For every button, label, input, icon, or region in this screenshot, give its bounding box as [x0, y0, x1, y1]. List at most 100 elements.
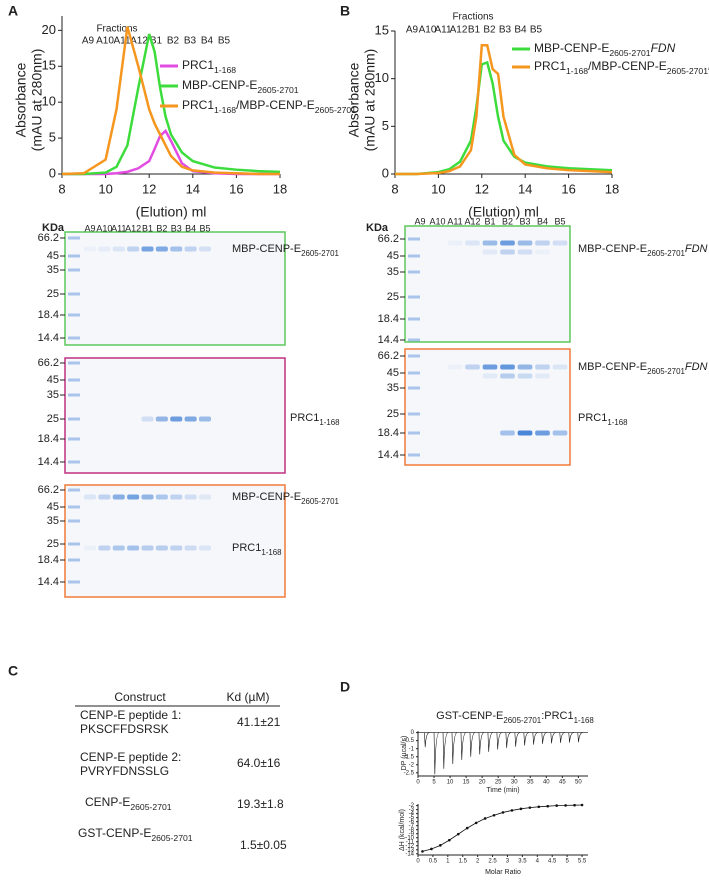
fraction-label: A12	[450, 25, 468, 36]
kd-value: 64.0±16	[237, 756, 281, 770]
band-annotation: MBP-CENP-E2605-2701	[232, 243, 339, 258]
protein-band	[198, 494, 212, 500]
protein-band	[500, 240, 515, 246]
gel-background	[65, 232, 285, 345]
data-point	[421, 850, 424, 853]
series-line	[395, 44, 613, 176]
x-tick-label: 35	[527, 780, 534, 786]
x-tick-label: 0.5	[429, 859, 438, 865]
data-point	[448, 838, 451, 842]
construct-name: PKSCFFDSRSK	[80, 722, 169, 736]
table-header: Kd (µM)	[227, 690, 270, 704]
data-point	[537, 805, 541, 809]
gel-border	[404, 225, 571, 343]
gel-border	[64, 484, 286, 598]
data-point	[430, 847, 433, 851]
injection-peak	[568, 732, 574, 743]
data-point	[580, 803, 584, 807]
injection-peak	[505, 732, 511, 748]
x-axis-label: Molar Ratio	[485, 869, 521, 876]
y-axis-label: DP (µcal/s)	[401, 736, 408, 771]
construct-name: CENP-E2605-2701	[85, 795, 172, 812]
lane-label: A10	[96, 223, 112, 233]
x-tick-label: 50	[575, 780, 582, 786]
protein-band	[141, 494, 154, 500]
kda-label: 25	[387, 291, 399, 303]
x-tick-label: 18	[273, 181, 287, 196]
protein-band	[482, 373, 498, 379]
panel-label: D	[340, 679, 350, 695]
protein-band	[141, 246, 154, 252]
x-tick-label: 3.5	[518, 859, 527, 865]
protein-band	[517, 373, 533, 379]
kda-label: 25	[387, 408, 399, 420]
legend-label-part: 1-168	[214, 65, 236, 75]
protein-band	[184, 246, 197, 252]
ladder-band	[68, 236, 80, 240]
ladder-band	[68, 558, 80, 562]
band-annotation-part: MBP-CENP-E	[578, 361, 647, 373]
legend-label-part: 1-168	[566, 66, 588, 76]
fraction-label: A10	[419, 25, 437, 36]
legend-label-part: PRC1	[182, 58, 214, 72]
ladder-band	[68, 268, 80, 272]
legend-label-part: 2605-2701	[315, 105, 356, 115]
protein-band	[112, 246, 125, 252]
lane-label: A11	[111, 223, 126, 233]
protein-band	[184, 416, 197, 422]
y-tick-label: -0.5	[404, 738, 415, 744]
protein-band	[198, 545, 212, 551]
protein-band	[127, 494, 140, 500]
kda-label: 14.4	[38, 456, 59, 468]
ladder-band	[68, 336, 80, 340]
ladder-band	[68, 361, 80, 365]
data-point	[510, 809, 514, 812]
fraction-label: A11	[113, 36, 130, 47]
ladder-band	[68, 542, 80, 546]
protein-band	[83, 494, 97, 500]
protein-band	[535, 364, 550, 370]
protein-band	[482, 249, 498, 255]
x-tick-label: 25	[495, 780, 502, 786]
y-tick-label: -13	[405, 847, 414, 853]
ladder-band	[408, 371, 420, 375]
protein-band	[83, 545, 97, 551]
protein-band	[535, 240, 550, 246]
protein-band	[447, 240, 463, 246]
construct-name-part: 2605-2701	[151, 833, 192, 843]
fractions-title: Fractions	[96, 24, 137, 35]
kda-label: 35	[47, 264, 59, 276]
kda-label: 45	[387, 250, 399, 262]
protein-band	[170, 494, 183, 500]
y-tick-label: -4	[409, 811, 415, 817]
legend-label-part: FDN	[651, 41, 676, 55]
kda-label: 25	[47, 413, 59, 425]
x-tick-label: 20	[479, 780, 486, 786]
ladder-band	[408, 386, 420, 390]
x-tick-label: 18	[605, 181, 619, 196]
fraction-label: B2	[167, 36, 180, 47]
lane-label: B4	[185, 223, 196, 233]
x-tick-label: 30	[511, 780, 518, 786]
injection-peak	[460, 732, 467, 760]
y-tick-label: -11	[406, 839, 415, 845]
protein-band	[141, 545, 154, 551]
x-tick-label: 10	[431, 181, 445, 196]
injection-peak	[514, 732, 520, 747]
gel-border	[404, 348, 571, 466]
y-tick-label: 0	[411, 730, 415, 736]
injection-peak	[523, 732, 529, 746]
band-annotation-part: PRC1	[232, 542, 261, 554]
band-annotation-part: 1-168	[607, 418, 628, 427]
y-tick-label: -14	[405, 851, 414, 857]
kda-label: 66.2	[378, 350, 399, 362]
legend-label-part: /MBP-CENP-E	[588, 59, 667, 73]
chart-title: GST-CENP-E2605-2701:PRC11-168	[436, 710, 594, 725]
kda-label: 18.4	[378, 427, 399, 439]
band-annotation-part: 2605-2701	[301, 249, 339, 258]
gel-background	[65, 358, 285, 473]
y-tick-label: -5	[409, 815, 415, 821]
construct-name: PVRYFDNSSLG	[80, 764, 169, 778]
protein-band	[198, 246, 212, 252]
series-line	[62, 33, 281, 176]
